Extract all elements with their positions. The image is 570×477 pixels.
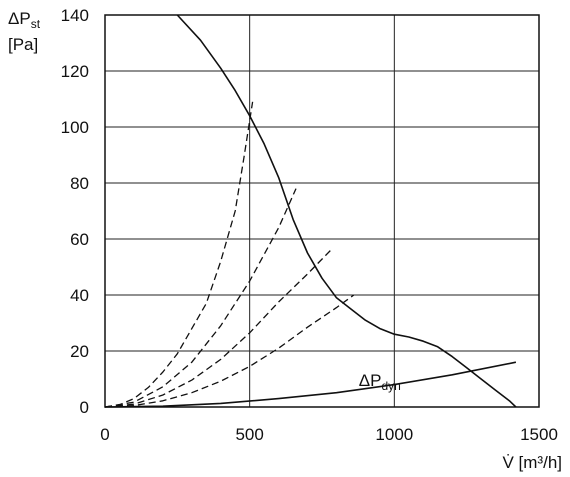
y-tick-label: 40 — [70, 286, 89, 305]
x-tick-label: 1000 — [375, 425, 413, 444]
y-tick-label: 140 — [61, 6, 89, 25]
y-tick-label: 100 — [61, 118, 89, 137]
tick-layer: 0 20 40 60 80 100 120 140 0 500 1000 1500 — [61, 6, 558, 444]
grid-layer — [104, 14, 540, 408]
series-line-0 — [176, 14, 517, 408]
y-axis-label: ΔPst — [8, 9, 41, 31]
x-tick-label: 0 — [100, 425, 109, 444]
y-tick-label: 20 — [70, 342, 89, 361]
y-tick-label: 80 — [70, 174, 89, 193]
y-tick-label: 60 — [70, 230, 89, 249]
x-tick-label: 500 — [235, 425, 263, 444]
series-line-4 — [104, 249, 332, 408]
pdyn-annotation: ΔPdyn — [359, 371, 401, 393]
x-axis-label: V̇ [m³/h] — [502, 453, 562, 472]
series-line-1 — [104, 361, 517, 408]
y-tick-label: 120 — [61, 62, 89, 81]
curve-layer — [104, 14, 517, 408]
series-line-2 — [104, 101, 254, 408]
series-line-5 — [104, 294, 355, 408]
y-axis-unit: [Pa] — [8, 35, 38, 54]
series-line-3 — [104, 188, 297, 408]
x-tick-label: 1500 — [520, 425, 558, 444]
plot-frame — [104, 14, 540, 408]
y-tick-label: 0 — [80, 398, 89, 417]
